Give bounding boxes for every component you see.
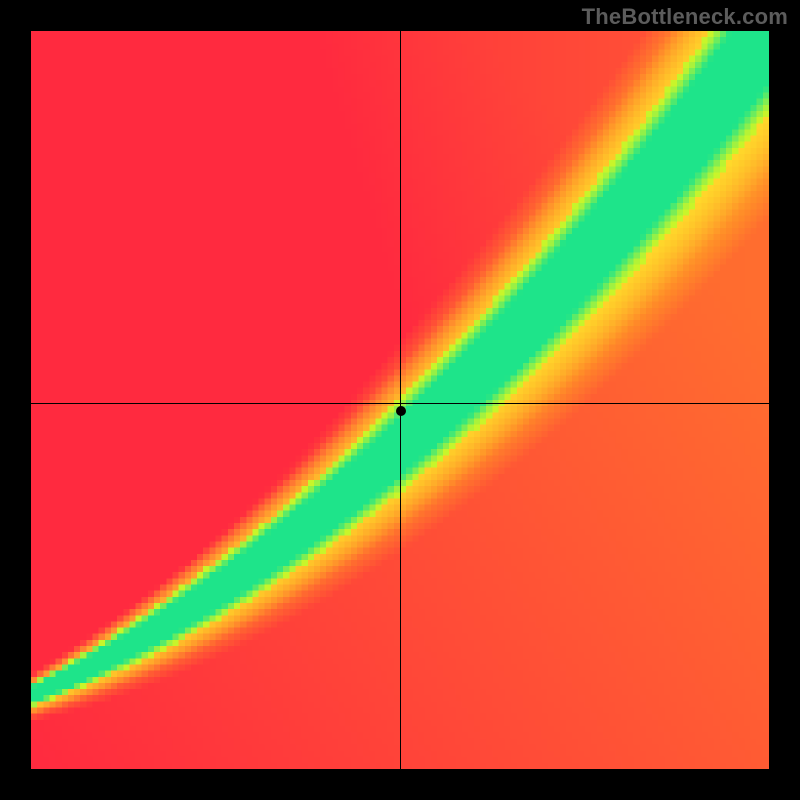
watermark-text: TheBottleneck.com xyxy=(582,4,788,30)
crosshair-vertical xyxy=(400,31,401,769)
chart-frame: TheBottleneck.com xyxy=(0,0,800,800)
selection-dot xyxy=(396,406,406,416)
crosshair-horizontal xyxy=(31,403,769,404)
